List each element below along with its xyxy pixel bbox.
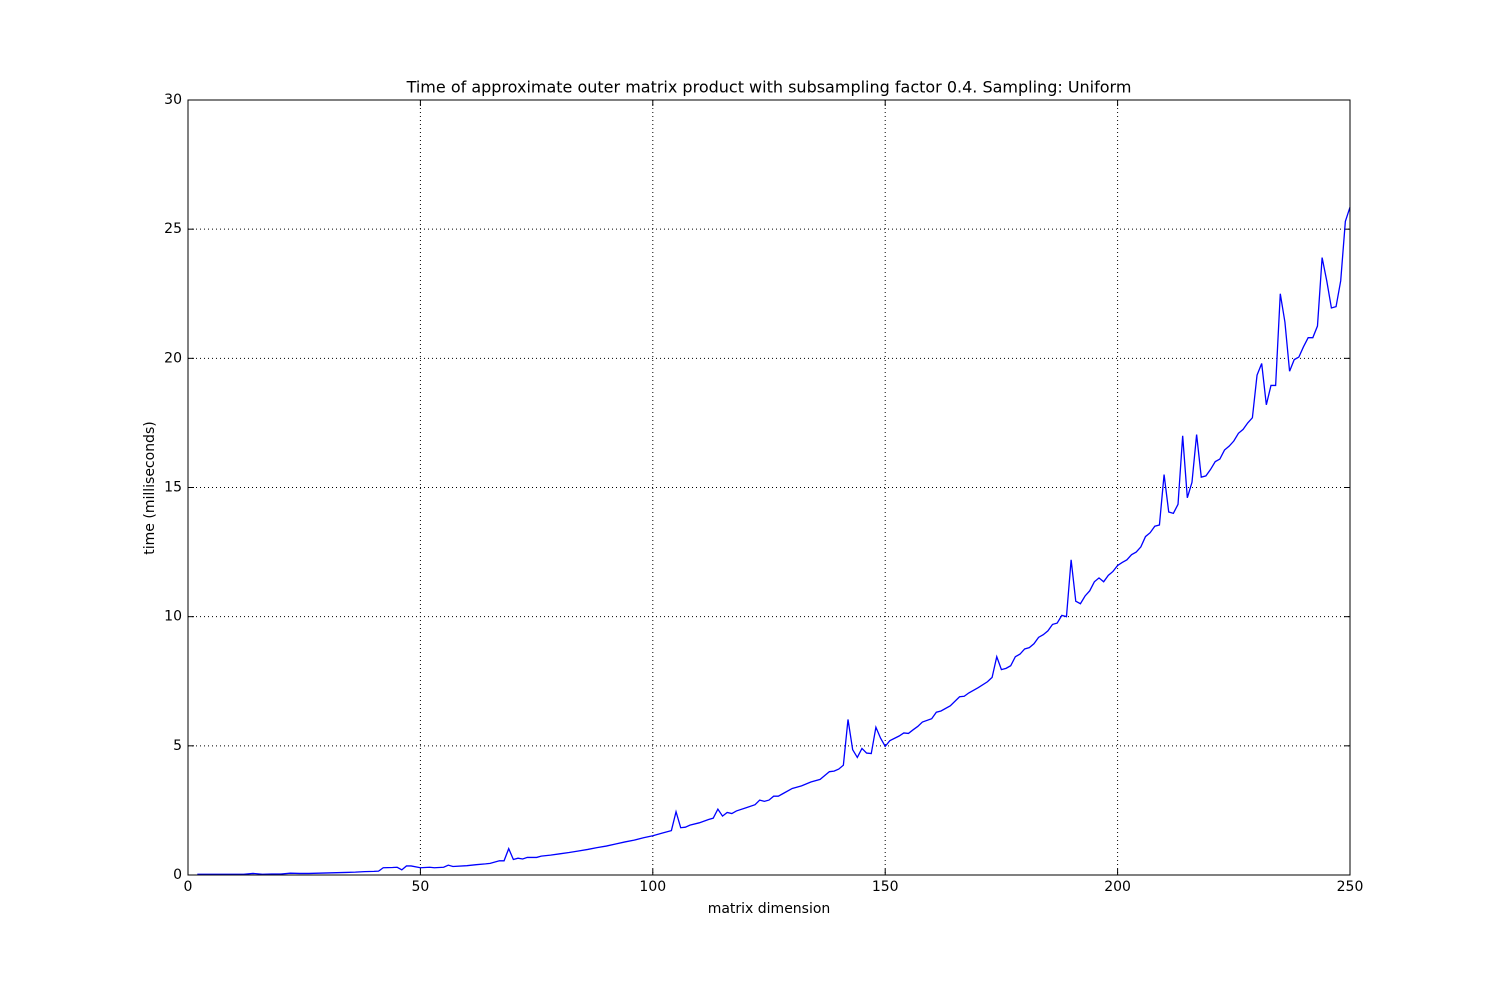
y-tick-label: 5 [173, 738, 182, 754]
y-tick-label: 30 [164, 92, 182, 108]
y-tick-label: 0 [173, 867, 182, 883]
plot-frame [187, 99, 1351, 876]
x-tick-label: 50 [411, 879, 429, 895]
x-axis-label: matrix dimension [708, 901, 831, 917]
x-tick-label: 200 [1104, 879, 1131, 895]
y-tick-label: 10 [164, 609, 182, 625]
y-tick-label: 15 [164, 480, 182, 496]
x-tick-label: 250 [1337, 879, 1364, 895]
x-tick-label: 100 [639, 879, 666, 895]
x-tick-label: 150 [872, 879, 899, 895]
y-tick-label: 20 [164, 350, 182, 366]
chart-title: Time of approximate outer matrix product… [406, 78, 1132, 97]
x-tick-label: 0 [184, 879, 193, 895]
y-tick-label: 25 [164, 221, 182, 237]
y-axis-label: time (milliseconds) [142, 421, 158, 554]
data-line [197, 207, 1351, 875]
